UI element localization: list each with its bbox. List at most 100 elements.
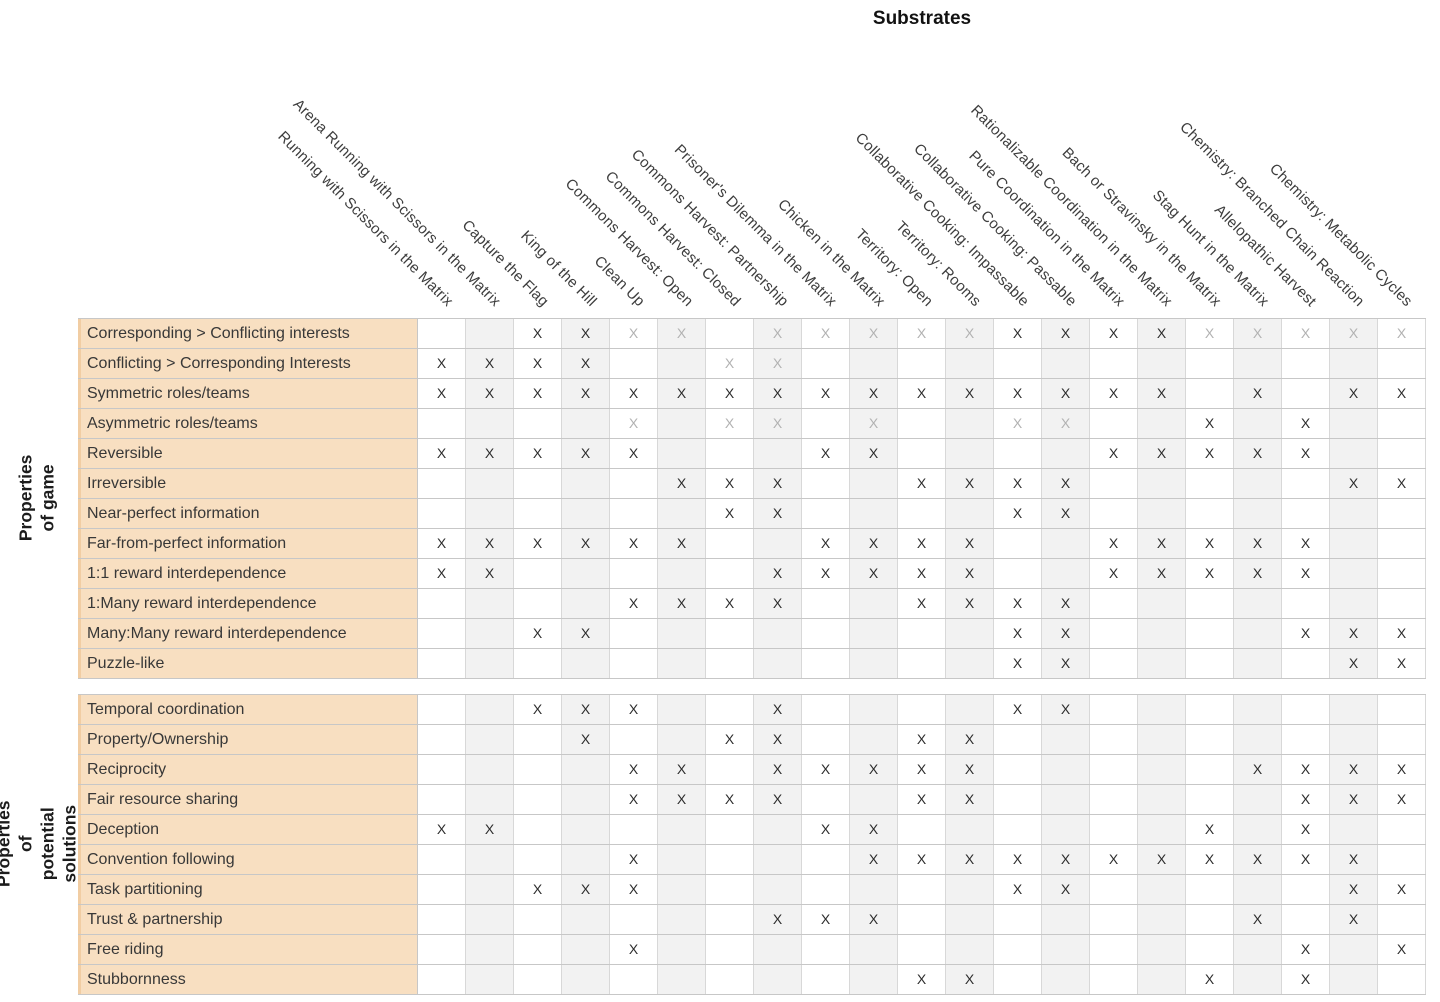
matrix-cell: x	[850, 845, 898, 874]
matrix-cell: x	[610, 875, 658, 904]
matrix-cell	[1042, 725, 1090, 754]
row-label: Many:Many reward interdependence	[78, 619, 418, 648]
matrix-cell: x	[1042, 469, 1090, 498]
column-header: Arena Running with Scissors in the Matri…	[289, 95, 505, 310]
matrix-cell	[754, 529, 802, 558]
matrix-cell	[898, 695, 946, 724]
matrix-cell: x	[1234, 529, 1282, 558]
matrix-cell	[754, 439, 802, 468]
matrix-cell	[1138, 785, 1186, 814]
matrix-cell	[514, 559, 562, 588]
table-row: Convention following x x x x x x x x x x x x	[78, 844, 1426, 874]
figure-title: Substrates	[872, 8, 972, 29]
matrix-cell	[946, 619, 994, 648]
matrix-cell	[514, 409, 562, 438]
matrix-cell	[514, 649, 562, 678]
matrix-cell	[1042, 439, 1090, 468]
matrix-cell	[466, 469, 514, 498]
matrix-cell	[1234, 469, 1282, 498]
matrix-cell: x	[994, 319, 1042, 348]
matrix-cell	[946, 409, 994, 438]
matrix-cell: x	[1042, 875, 1090, 904]
matrix-cell: x	[610, 845, 658, 874]
matrix-cell	[994, 529, 1042, 558]
matrix-cell	[1186, 725, 1234, 754]
matrix-cell	[1330, 409, 1378, 438]
matrix-cell	[706, 439, 754, 468]
matrix-cell	[658, 559, 706, 588]
matrix-cell	[946, 439, 994, 468]
matrix-cell	[706, 695, 754, 724]
matrix-cell: x	[610, 379, 658, 408]
table-row: Task partitioning x x x x x x x	[78, 874, 1426, 904]
table-row: 1:1 reward interdependence x x x x x x x x x x x x	[78, 558, 1426, 588]
matrix-cell: x	[1042, 619, 1090, 648]
matrix-cell	[1234, 965, 1282, 994]
matrix-cell	[1282, 499, 1330, 528]
matrix-cell: x	[466, 349, 514, 378]
matrix-cell	[1042, 815, 1090, 844]
table-row: Puzzle-like x x x x	[78, 648, 1426, 678]
matrix-cell	[1330, 725, 1378, 754]
row-label: Symmetric roles/teams	[78, 379, 418, 408]
matrix-cell	[1282, 469, 1330, 498]
matrix-cell: x	[754, 905, 802, 934]
row-label: Conflicting > Corresponding Interests	[78, 349, 418, 378]
matrix-cell	[1042, 559, 1090, 588]
matrix-cell: x	[658, 469, 706, 498]
row-label: Stubbornness	[78, 965, 418, 994]
matrix-cell: x	[562, 439, 610, 468]
table-row: Deception x x x x x x	[78, 814, 1426, 844]
matrix-cell: x	[898, 589, 946, 618]
matrix-cell	[418, 935, 466, 964]
y-axis-label-game: Properties of game	[15, 454, 57, 542]
matrix-cell	[610, 349, 658, 378]
matrix-cell: x	[562, 349, 610, 378]
matrix-cell	[898, 439, 946, 468]
table-row: Many:Many reward interdependence x x x x x x x	[78, 618, 1426, 648]
matrix-cell	[802, 649, 850, 678]
matrix-cell	[418, 319, 466, 348]
matrix-cell: x	[1090, 559, 1138, 588]
matrix-cell: x	[802, 559, 850, 588]
matrix-cell	[994, 815, 1042, 844]
matrix-cell	[562, 785, 610, 814]
matrix-cell	[418, 695, 466, 724]
matrix-cell	[514, 905, 562, 934]
matrix-cell: x	[418, 349, 466, 378]
matrix-cell: x	[946, 785, 994, 814]
column-header: Capture the Flag	[458, 216, 553, 310]
matrix-cell: x	[610, 439, 658, 468]
matrix-cell: x	[1234, 905, 1282, 934]
matrix-cell	[1186, 349, 1234, 378]
matrix-cell	[1186, 379, 1234, 408]
matrix-cell: x	[706, 589, 754, 618]
matrix-cell	[706, 935, 754, 964]
matrix-cell: x	[562, 725, 610, 754]
matrix-cell	[1090, 785, 1138, 814]
matrix-cell: x	[514, 619, 562, 648]
matrix-cell	[850, 499, 898, 528]
matrix-cell	[1090, 589, 1138, 618]
matrix-cell	[1234, 725, 1282, 754]
matrix-cell: x	[1186, 319, 1234, 348]
matrix-cell	[658, 935, 706, 964]
table-row: Temporal coordination x x x x x x	[78, 694, 1426, 724]
row-label: 1:Many reward interdependence	[78, 589, 418, 618]
matrix-cell: x	[1138, 845, 1186, 874]
matrix-cell	[1138, 725, 1186, 754]
matrix-cell: x	[1282, 965, 1330, 994]
matrix-cell: x	[850, 559, 898, 588]
matrix-cell	[1090, 469, 1138, 498]
game-properties-table: Corresponding > Conflicting interests x x x…	[78, 318, 1426, 679]
matrix-cell	[1330, 499, 1378, 528]
row-label: Corresponding > Conflicting interests	[78, 319, 418, 348]
matrix-cell	[1330, 935, 1378, 964]
matrix-cell	[754, 845, 802, 874]
matrix-cell	[514, 469, 562, 498]
row-label: Near-perfect information	[78, 499, 418, 528]
matrix-cell: x	[1042, 409, 1090, 438]
matrix-cell	[1138, 935, 1186, 964]
matrix-cell: x	[946, 379, 994, 408]
